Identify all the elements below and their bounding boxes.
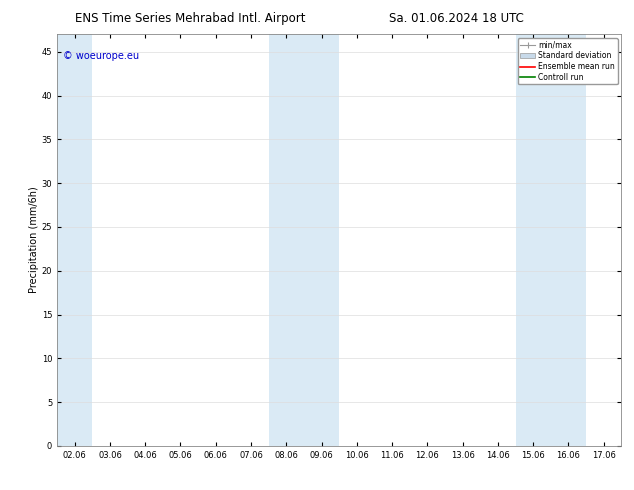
Text: © woeurope.eu: © woeurope.eu	[63, 51, 139, 61]
Y-axis label: Precipitation (mm/6h): Precipitation (mm/6h)	[29, 187, 39, 294]
Text: ENS Time Series Mehrabad Intl. Airport: ENS Time Series Mehrabad Intl. Airport	[75, 12, 306, 25]
Bar	[57, 34, 93, 446]
Bar	[515, 34, 586, 446]
Bar	[269, 34, 339, 446]
Text: Sa. 01.06.2024 18 UTC: Sa. 01.06.2024 18 UTC	[389, 12, 524, 25]
Legend: min/max, Standard deviation, Ensemble mean run, Controll run: min/max, Standard deviation, Ensemble me…	[518, 38, 618, 84]
